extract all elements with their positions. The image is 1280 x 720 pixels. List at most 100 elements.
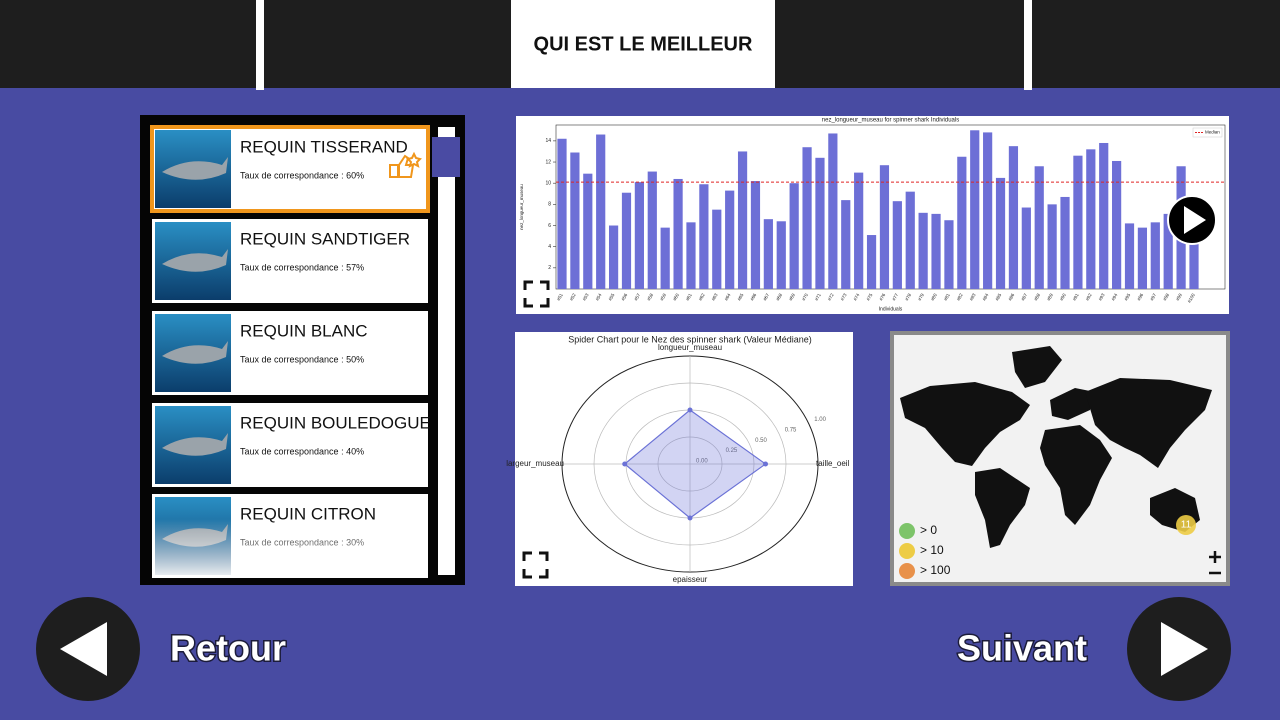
x-tick-label: #79 — [917, 292, 925, 301]
y-tick-label: 6 — [548, 223, 551, 229]
y-tick-label: 4 — [548, 244, 551, 250]
shark-card[interactable]: REQUIN BOULEDOGUE Taux de correspondance … — [152, 403, 431, 487]
scrollbar-track[interactable] — [438, 127, 455, 575]
bar — [802, 147, 812, 289]
y-tick-label: 10 — [545, 181, 551, 187]
header-title: QUI EST LE MEILLEUR — [534, 33, 753, 55]
x-tick-label: #90 — [1059, 292, 1067, 301]
x-tick-label: #62 — [698, 292, 706, 301]
shark-card[interactable]: REQUIN SANDTIGER Taux de correspondance :… — [152, 219, 428, 303]
bar — [634, 182, 644, 289]
x-tick-label: #97 — [1149, 292, 1157, 301]
next-label[interactable]: Suivant — [955, 626, 1088, 670]
bar — [737, 151, 748, 289]
bar — [1073, 155, 1083, 289]
x-tick-label: #76 — [878, 292, 886, 301]
bar — [1189, 236, 1199, 289]
africa — [1040, 425, 1112, 525]
radar-point — [687, 407, 693, 413]
bar — [1086, 149, 1096, 289]
bar — [570, 152, 580, 289]
bar — [828, 133, 838, 289]
x-tick-label: #59 — [659, 292, 667, 301]
shark-shape — [162, 157, 228, 180]
bar — [841, 200, 851, 289]
bar — [1060, 196, 1070, 289]
bar — [699, 184, 709, 289]
back-label[interactable]: Retour — [169, 626, 288, 670]
bar — [918, 212, 928, 289]
bar — [1112, 160, 1122, 289]
bar — [686, 222, 696, 289]
x-tick-label: #73 — [840, 292, 848, 301]
shark-card[interactable]: REQUIN CITRONTaux de correspondance : 30… — [152, 494, 428, 578]
x-tick-label: #98 — [1162, 292, 1170, 301]
chart-title: Spider Chart pour le Nez des spinner sha… — [568, 334, 811, 344]
plot-area — [555, 124, 1226, 290]
x-tick-label: #57 — [633, 292, 641, 301]
bar — [1150, 222, 1160, 289]
x-tick-label: #72 — [827, 292, 835, 301]
axis-label: longueur_museau — [658, 343, 722, 352]
zoom-controls[interactable] — [1209, 551, 1221, 575]
header-separator — [1024, 0, 1032, 90]
bar — [763, 219, 773, 289]
radial-tick-label: 0.25 — [726, 448, 738, 454]
bar — [1021, 207, 1031, 289]
radar-point — [622, 461, 628, 467]
scrollbar-thumb[interactable] — [432, 137, 460, 177]
bar — [892, 201, 902, 289]
bar — [944, 220, 954, 289]
legend-label: > 10 — [920, 543, 944, 557]
like-icon — [389, 151, 422, 178]
x-tick-label: #63 — [711, 292, 719, 301]
match-rate: Taux de correspondance : 40% — [240, 446, 364, 456]
x-tick-label: #93 — [1098, 292, 1106, 301]
legend-swatch — [899, 563, 915, 579]
south-america — [975, 468, 1030, 548]
chart-title: nez_longueur_museau for spinner shark In… — [822, 118, 959, 124]
x-tick-label: #88 — [1033, 292, 1041, 301]
x-tick-label: #60 — [672, 292, 680, 301]
radar-chart: Spider Chart pour le Nez des spinner sha… — [506, 334, 849, 584]
shark-card[interactable]: REQUIN BLANC Taux de correspondance : 50% — [152, 311, 428, 395]
x-tick-label: #65 — [736, 292, 744, 301]
x-tick-label: #84 — [981, 292, 989, 301]
x-tick-label: #91 — [1072, 292, 1080, 301]
map-marker-count: 11 — [1181, 520, 1192, 531]
x-tick-label: #61 — [685, 292, 693, 301]
x-tick-label: #85 — [994, 292, 1002, 301]
bar — [608, 225, 619, 289]
bar — [1099, 142, 1109, 289]
x-tick-label: #55 — [607, 292, 615, 301]
x-tick-label: #86 — [1007, 292, 1015, 301]
axis-label: taille_oeil — [816, 459, 850, 468]
fullscreen-button[interactable] — [522, 551, 549, 579]
x-tick-label: #64 — [723, 292, 731, 301]
axis-label: largeur_museau — [506, 459, 564, 468]
bar-chart: nez_longueur_museau for spinner shark In… — [519, 118, 1226, 312]
bar — [750, 181, 761, 289]
fade-overlay — [152, 494, 428, 578]
y-axis-label: nez_longueur_museau — [519, 184, 524, 230]
bar — [1137, 227, 1148, 289]
header-separator — [256, 0, 264, 90]
bar — [583, 173, 593, 289]
bar — [596, 134, 606, 289]
next-icon — [1161, 622, 1208, 676]
europe — [1050, 388, 1095, 420]
bar — [660, 227, 670, 289]
x-tick-label: #58 — [646, 292, 654, 301]
map-marker[interactable] — [1176, 515, 1196, 535]
fullscreen-button[interactable] — [523, 280, 550, 308]
legend-swatch — [899, 543, 915, 559]
shark-shape — [162, 433, 228, 456]
shark-card[interactable]: REQUIN TISSERAND Taux de correspondance :… — [150, 125, 430, 213]
world-map — [900, 346, 1212, 548]
x-tick-label: #70 — [801, 292, 809, 301]
shark-name: REQUIN BLANC — [240, 321, 368, 340]
bar — [879, 165, 890, 289]
bar — [776, 221, 786, 289]
y-tick-label: 14 — [545, 138, 551, 144]
